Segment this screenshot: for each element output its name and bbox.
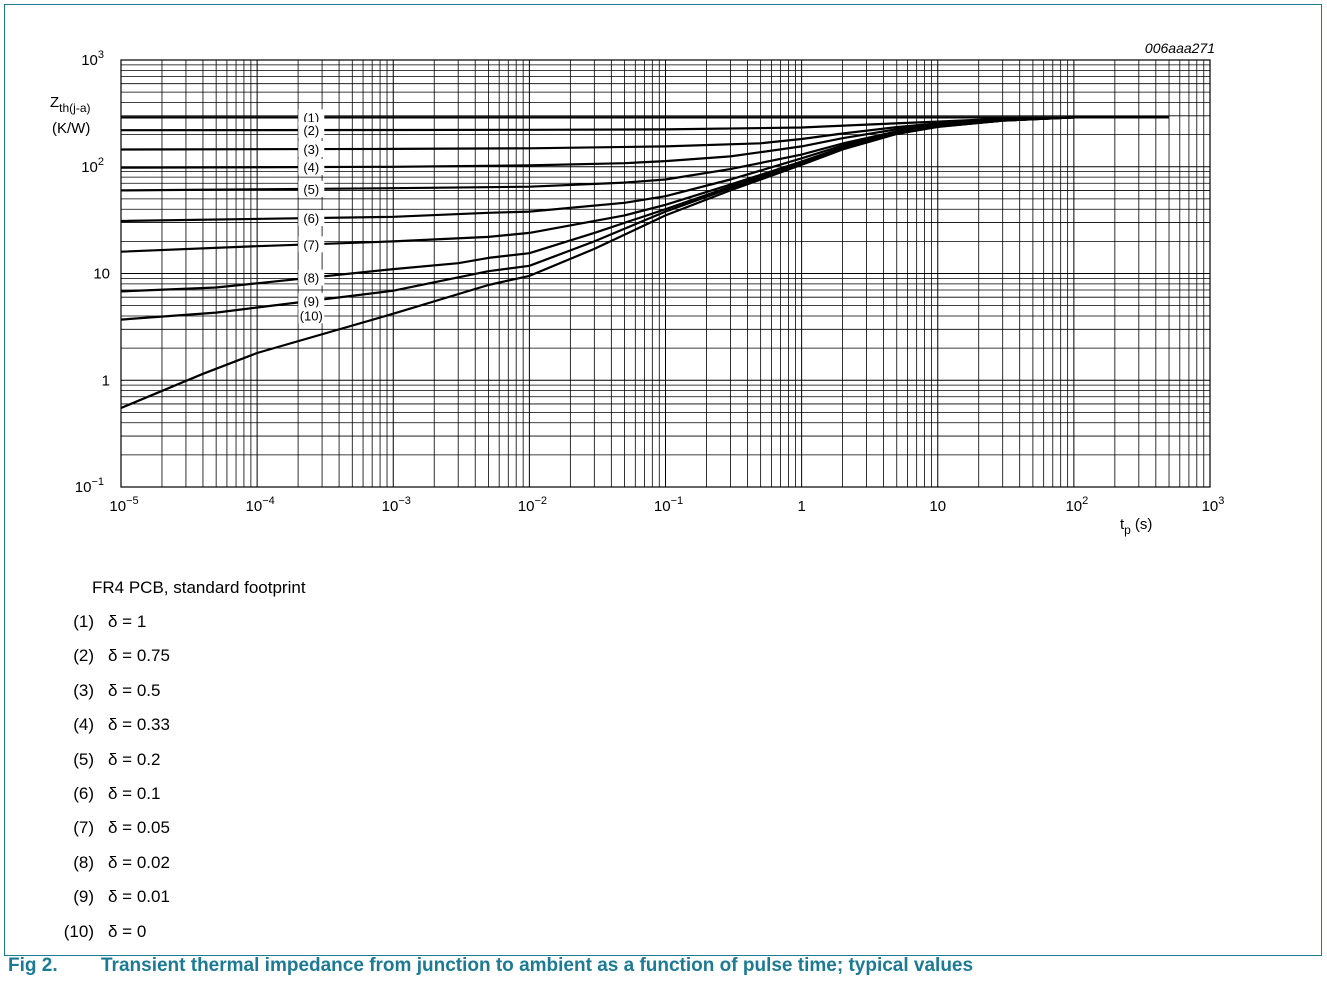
series-line-6 [120, 116, 1169, 223]
series-label-1: (1) [303, 110, 319, 125]
legend-text: δ = 0.1 [108, 784, 161, 803]
series-line-3 [120, 116, 1169, 151]
thermal-impedance-chart: (1)(2) (3) (4) (5) (6) (7) (8) (9)(10) 10−5 10−4… [50, 40, 1225, 537]
series-label-8: (8) [303, 271, 319, 286]
y-tick-label: 10−1 [75, 476, 104, 496]
legend-item: (1) δ = 1 [0, 612, 400, 634]
legend-item: (2) δ = 0.75 [0, 646, 400, 668]
legend-text: δ = 0.02 [108, 852, 170, 872]
series-label-2: (2) [303, 123, 319, 138]
series-label-bg [298, 159, 325, 176]
legend-item: (6) δ = 0.1 [0, 784, 400, 806]
series-label-bg [298, 236, 325, 253]
series-label-bg [298, 122, 325, 139]
legend-number: (10) [63, 921, 94, 941]
series-label-bg [298, 210, 325, 227]
x-tick-label: 10−1 [654, 495, 683, 515]
x-tick-label: 102 [1065, 495, 1088, 515]
series-label-bg [298, 292, 325, 309]
x-tick-label: 10−4 [246, 495, 275, 515]
x-tick-label: 10 [929, 498, 946, 515]
figure-number: Fig 2. [8, 955, 58, 976]
figure-caption: Fig 2. Transient thermal impedance from j… [8, 955, 973, 977]
series-label-bg [298, 109, 325, 126]
legend-item: (9) δ = 0.01 [0, 887, 400, 909]
chart-code: 006aaa271 [1145, 40, 1215, 56]
series-line-7 [120, 116, 1169, 253]
legend-item: (3) δ = 0.5 [0, 681, 400, 703]
y-tick-label: 102 [81, 156, 104, 176]
legend-text: δ = 0.5 [108, 680, 161, 700]
legend-number: (1) [73, 612, 94, 631]
legend-number: (6) [73, 784, 94, 803]
legend-text: δ = 0.2 [108, 749, 161, 769]
condition-note: FR4 PCB, standard footprint [92, 578, 306, 597]
legend-item: (8) δ = 0.02 [0, 853, 400, 875]
series-label-bg [298, 180, 325, 197]
series-label-bg [298, 269, 325, 286]
y-tick-label: 10 [93, 266, 110, 283]
chart-grid [120, 59, 1211, 488]
x-axis-label: tp (s) [1120, 516, 1152, 537]
series-line-4 [120, 116, 1169, 169]
series-label-3: (3) [303, 142, 319, 157]
legend-text: δ = 1 [108, 612, 147, 631]
legend-number: (2) [73, 646, 94, 666]
legend-number: (4) [73, 715, 94, 735]
x-tick-label: 1 [797, 498, 805, 515]
y-tick-label: 103 [81, 49, 104, 69]
legend-item: (5) δ = 0.2 [0, 750, 400, 772]
figure-title: Transient thermal impedance from junctio… [101, 955, 974, 976]
legend-text: δ = 0 [108, 921, 147, 941]
x-tick-label: 103 [1202, 495, 1225, 515]
legend-item: (4) δ = 0.33 [0, 715, 400, 737]
series-line-5 [120, 116, 1169, 192]
x-tick-label: 10−2 [518, 495, 547, 515]
legend-number: (9) [73, 887, 94, 907]
chart-ticks: 10−5 10−4 10−3 10−2 10−1 1 10 102 103 10−1 1 10 102 1… [75, 49, 1225, 515]
y-axis-unit: (K/W) [52, 120, 90, 137]
x-tick-label: 10−5 [109, 495, 138, 515]
legend-number: (8) [73, 852, 94, 872]
series-line-8 [120, 116, 1169, 293]
legend-text: δ = 0.33 [108, 715, 170, 735]
series-label-9: (9) [303, 294, 319, 309]
series-label-bg [298, 307, 325, 324]
series-label-bg [298, 141, 325, 158]
y-tick-label: 1 [102, 372, 110, 389]
legend-number: (3) [73, 680, 94, 700]
legend-item: (10) δ = 0 [0, 922, 400, 944]
plot-border [120, 59, 1211, 488]
legend-text: δ = 0.01 [108, 887, 170, 907]
figure-frame [4, 4, 1322, 956]
legend-item: (7) δ = 0.05 [0, 818, 400, 840]
series-label-10: (10) [300, 308, 323, 323]
series-label-5: (5) [303, 182, 319, 197]
y-axis-label: Zth(j-a) [50, 94, 91, 115]
legend-number: (7) [73, 818, 94, 838]
legend-text: δ = 0.05 [108, 818, 170, 838]
series-line-10 [120, 116, 1169, 410]
series-label-6: (6) [303, 211, 319, 226]
series-label-7: (7) [303, 237, 319, 252]
series-label-4: (4) [303, 160, 319, 175]
legend-text: δ = 0.75 [108, 646, 170, 666]
legend-number: (5) [73, 749, 94, 769]
chart-series: (1)(2) (3) (4) (5) (6) (7) (8) (9)(10) [120, 109, 1169, 410]
x-tick-label: 10−3 [382, 495, 411, 515]
